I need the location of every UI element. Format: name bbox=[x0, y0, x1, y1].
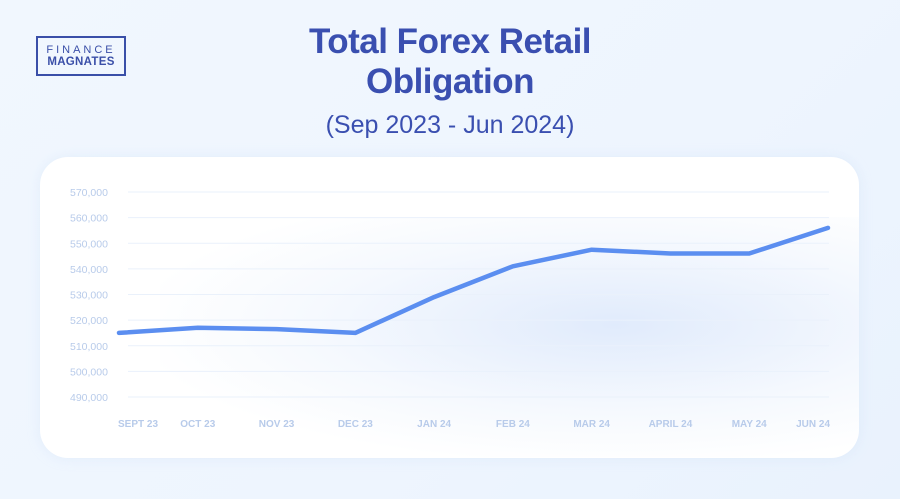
series-line bbox=[116, 225, 831, 336]
chart-title-line-1: Total Forex Retail bbox=[308, 22, 592, 61]
chart-heading: Total Forex Retail Obligation (Sep 2023 … bbox=[0, 22, 900, 142]
x-tick-label: APRIL 24 bbox=[649, 419, 693, 430]
y-tick-label: 560,000 bbox=[70, 213, 108, 225]
y-tick-label: 500,000 bbox=[70, 366, 108, 378]
chart-card: 570,000 560,000 550,000 540,000 530,000 520,0… bbox=[40, 157, 859, 458]
chart-title-line-2: Obligation bbox=[365, 62, 535, 101]
x-tick-label: MAY 24 bbox=[732, 419, 767, 430]
y-tick-label: 550,000 bbox=[70, 238, 108, 250]
x-tick-label: SEPT 23 bbox=[118, 419, 158, 430]
x-tick-label: DEC 23 bbox=[338, 419, 373, 430]
y-tick-label: 490,000 bbox=[70, 392, 108, 404]
logo-line-2: MAGNATES bbox=[47, 55, 115, 68]
y-tick-label: 520,000 bbox=[70, 315, 108, 327]
finance-magnates-logo: FINANCE MAGNATES bbox=[36, 36, 126, 76]
chart-subtitle: (Sep 2023 - Jun 2024) bbox=[325, 111, 575, 139]
logo-line-1: FINANCE bbox=[46, 43, 116, 56]
line-chart: 570,000 560,000 550,000 540,000 530,000 520,0… bbox=[70, 187, 831, 430]
x-axis-labels: SEPT 23 OCT 23 NOV 23 DEC 23 JAN 24 FEB 24 MAR… bbox=[118, 419, 830, 430]
x-tick-label: OCT 23 bbox=[180, 419, 215, 430]
x-tick-label: JUN 24 bbox=[796, 419, 830, 430]
x-tick-label: NOV 23 bbox=[259, 419, 295, 430]
x-tick-label: MAR 24 bbox=[573, 419, 610, 430]
x-tick-label: JAN 24 bbox=[417, 419, 451, 430]
chart-glow bbox=[160, 217, 859, 457]
y-axis-labels: 570,000 560,000 550,000 540,000 530,000 520,0… bbox=[70, 187, 108, 404]
y-tick-label: 540,000 bbox=[70, 264, 108, 276]
x-tick-label: FEB 24 bbox=[496, 419, 530, 430]
y-tick-label: 530,000 bbox=[70, 290, 108, 302]
y-tick-label: 570,000 bbox=[70, 187, 108, 199]
y-tick-label: 510,000 bbox=[70, 341, 108, 353]
gridlines bbox=[128, 191, 829, 398]
